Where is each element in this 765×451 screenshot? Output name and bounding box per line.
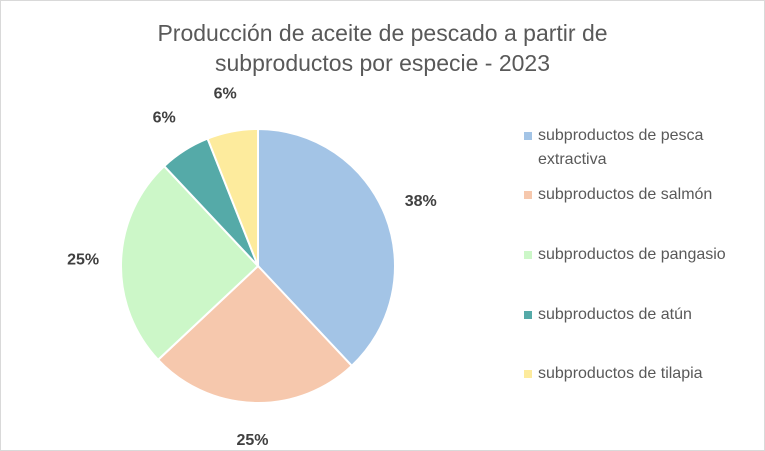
pie-slice-salmon (156, 264, 354, 404)
chart-title-line-2: subproductos por especie - 2023 (215, 50, 550, 76)
pie-slices (120, 127, 396, 404)
pie-slice-pesca-extractiva (257, 127, 396, 368)
legend-swatch (524, 370, 532, 378)
legend-swatch (524, 251, 532, 259)
data-label-pangasio: 25% (67, 252, 99, 269)
data-label-tilapia: 6% (214, 85, 237, 102)
data-label-atun: 6% (153, 109, 176, 126)
legend-swatch (524, 191, 532, 199)
data-label-salmon: 25% (236, 432, 268, 449)
chart-title: Producción de aceite de pescado a partir… (0, 18, 765, 78)
legend-label: subproductos de pangasio (538, 246, 726, 263)
chart-title-line-1: Producción de aceite de pescado a partir… (157, 20, 608, 46)
pie-slice-pangasio (120, 164, 260, 362)
legend-label: subproductos de tilapia (538, 365, 703, 382)
legend-label: subproductos de atún (538, 306, 692, 323)
legend-label: subproductos de salmón (538, 186, 713, 203)
data-label-pesca-extractiva: 38% (405, 193, 437, 210)
legend-swatch (524, 132, 532, 140)
pie-data-labels: 38% 25% 25% 6% 6% (67, 85, 437, 449)
legend-swatch (524, 311, 532, 319)
legend-label: subproductos de pesca extractiva (538, 127, 704, 168)
pie-slice-tilapia (206, 127, 259, 267)
